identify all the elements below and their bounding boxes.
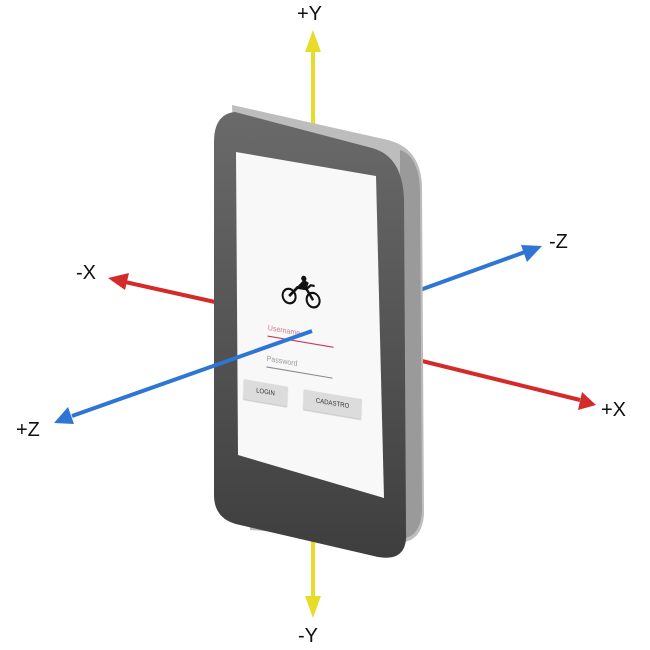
phone-side-highlight <box>400 150 422 538</box>
motorcycle-icon <box>280 270 323 312</box>
pos-y-label: +Y <box>297 3 323 25</box>
x-axis-left-line <box>124 280 216 304</box>
neg-z-label: -Z <box>549 231 568 253</box>
username-underline <box>267 335 334 348</box>
x-axis-right-line <box>417 358 581 402</box>
z-axis-back-line <box>419 250 526 292</box>
neg-x-label: -X <box>76 262 96 284</box>
password-underline <box>266 366 333 379</box>
y-axis-negative-arrowhead <box>305 596 321 618</box>
password-input[interactable]: Password <box>266 354 333 379</box>
pos-x-label: +X <box>601 399 627 421</box>
y-axis-positive-arrowhead <box>305 30 321 52</box>
login-screen: Username Password LOGIN CADASTRO <box>228 152 376 419</box>
pos-z-label: +Z <box>16 419 40 441</box>
username-input[interactable]: Username <box>267 323 334 348</box>
z-axis-negative-arrowhead <box>521 245 542 262</box>
x-axis-negative-arrowhead <box>108 273 129 290</box>
x-axis-positive-arrowhead <box>578 392 596 410</box>
neg-y-label: -Y <box>298 625 318 647</box>
